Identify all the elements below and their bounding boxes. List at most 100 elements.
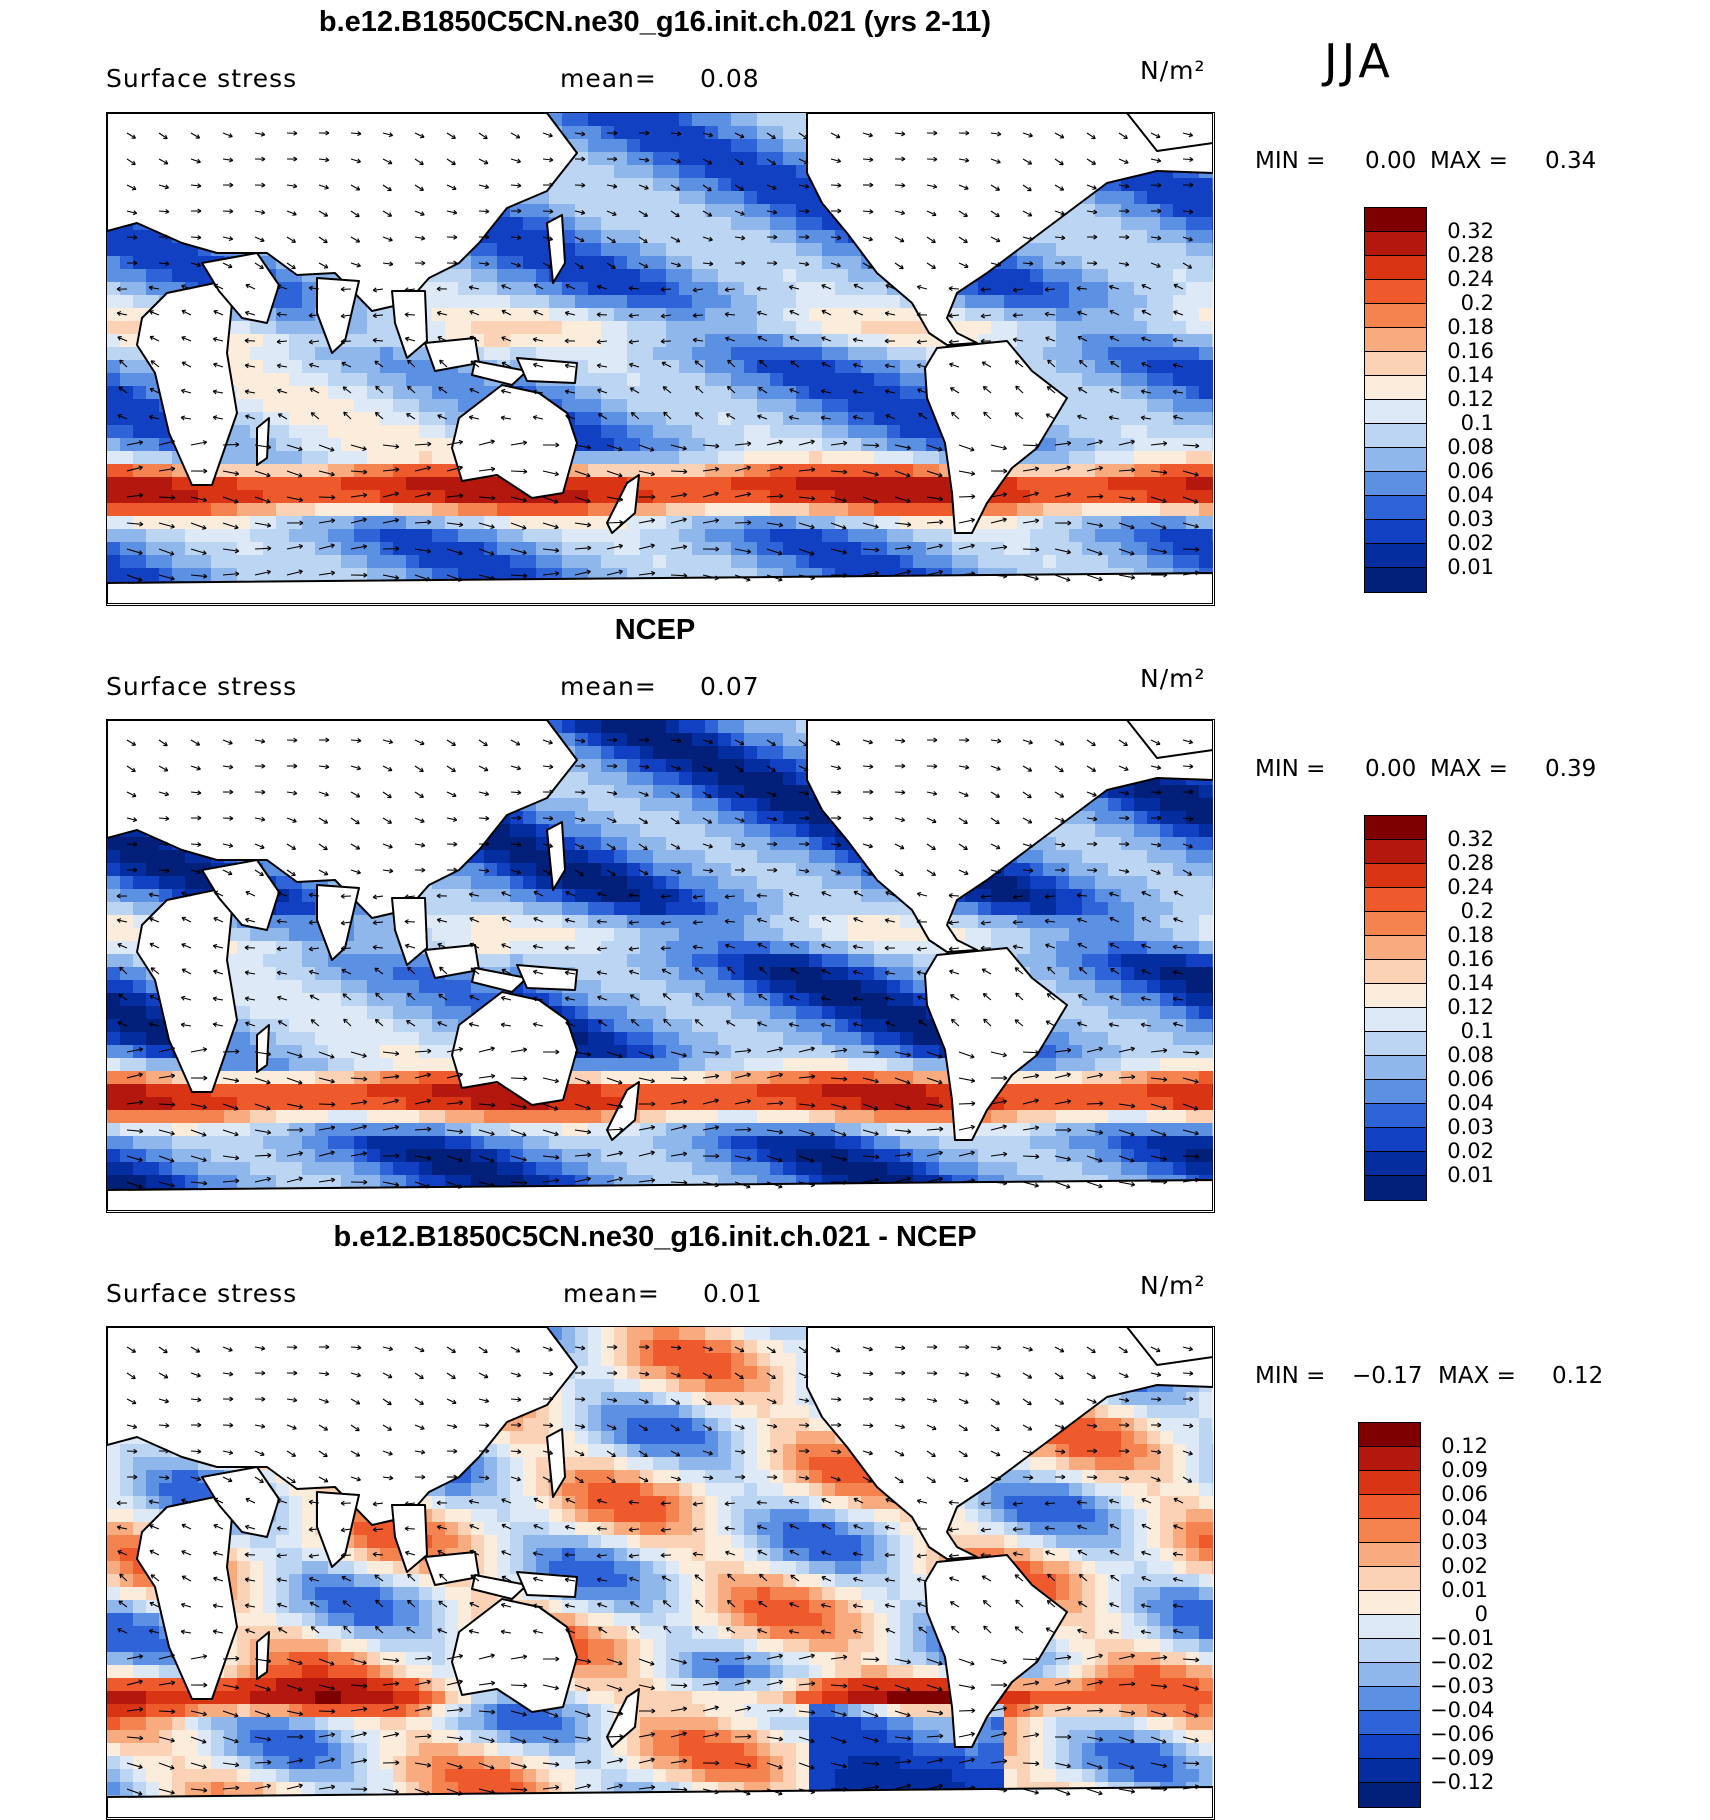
map-cell (666, 425, 680, 439)
wind-vector (662, 386, 672, 394)
wind-vector (638, 130, 650, 136)
wind-vector (532, 415, 544, 421)
map-cell (692, 399, 706, 413)
map-cell (250, 477, 264, 491)
map-cell (744, 759, 758, 773)
map-cell (484, 863, 498, 877)
wind-vector (1045, 413, 1056, 420)
map-cell (1004, 321, 1018, 335)
map-cell (783, 464, 797, 478)
map-cell (380, 555, 394, 569)
map-cell (926, 451, 940, 465)
wind-vector (542, 262, 553, 269)
map-cell (666, 772, 680, 786)
map-cell (1147, 256, 1161, 270)
map-cell (783, 720, 797, 734)
map-cell (744, 126, 758, 140)
map-cell (718, 230, 732, 244)
map-cell (172, 516, 186, 530)
map-cell (848, 451, 862, 465)
map-cell (289, 503, 303, 517)
map-cell (549, 321, 563, 335)
map-cell (913, 425, 927, 439)
map-cell (1108, 282, 1122, 296)
colorbar-tick-label: 0.16 (1447, 339, 1494, 363)
wind-vector (244, 310, 256, 316)
map-cell (822, 516, 836, 530)
map-cell (952, 555, 966, 569)
map-cell (887, 425, 901, 439)
map-cell (380, 360, 394, 374)
map-cell (1199, 863, 1213, 877)
map-cell (354, 399, 368, 413)
wind-vector (286, 130, 298, 136)
map-cell (731, 152, 745, 166)
wind-vector (950, 411, 960, 420)
map-cell (666, 412, 680, 426)
map-cell (341, 490, 355, 504)
map-cell (432, 321, 446, 335)
map-cell (783, 863, 797, 877)
map-cell (1147, 529, 1161, 543)
map-cell (1108, 451, 1122, 465)
map-cell (705, 360, 719, 374)
map-cell (601, 399, 615, 413)
wind-vector (916, 339, 928, 345)
map-cell (601, 720, 615, 734)
map-cell (731, 165, 745, 179)
map-cell (367, 451, 381, 465)
map-cell (757, 772, 771, 786)
map-cell (497, 269, 511, 283)
map-cell (926, 464, 940, 478)
wind-vector (500, 388, 512, 394)
map-cell (653, 503, 667, 517)
wind-vector (382, 184, 392, 192)
map-cell (1004, 503, 1018, 517)
map-cell (120, 464, 134, 478)
map-cell (601, 451, 615, 465)
map-cell (601, 412, 615, 426)
map-cell (510, 568, 524, 582)
map-cell (692, 295, 706, 309)
map-cell (640, 269, 654, 283)
map-cell (900, 438, 914, 452)
map-cell (1212, 412, 1213, 426)
map-cell (536, 256, 550, 270)
map-cell (822, 451, 836, 465)
map-cell (692, 308, 706, 322)
map-cell (1108, 477, 1122, 491)
map-cell (848, 256, 862, 270)
wind-vector (702, 261, 714, 267)
map-cell (861, 412, 875, 426)
map-cell (146, 542, 160, 556)
map-cell (666, 824, 680, 838)
map-cell (744, 425, 758, 439)
map-cell (731, 230, 745, 244)
map-cell (614, 191, 628, 205)
map-cell (926, 477, 940, 491)
map-cell (653, 785, 667, 799)
map-cell (783, 256, 797, 270)
map-cell (757, 347, 771, 361)
map-cell (302, 555, 316, 569)
map-cell (1147, 191, 1161, 205)
map-cell (861, 282, 875, 296)
map-cell (523, 256, 537, 270)
wind-vector (468, 415, 480, 420)
wind-vector (638, 444, 655, 452)
colorbar-tick-label: 0.06 (1447, 459, 1494, 483)
map-cell (731, 850, 745, 864)
map-cell (575, 824, 589, 838)
map-cell (185, 876, 199, 890)
map-cell (627, 464, 641, 478)
map-cell (653, 490, 667, 504)
map-cell (666, 759, 680, 773)
wind-vector (126, 132, 137, 139)
map-cell (939, 555, 953, 569)
wind-vector (478, 495, 496, 501)
map-cell (1212, 464, 1213, 478)
map-cell (1121, 438, 1135, 452)
map-cell (783, 191, 797, 205)
map-cell (224, 464, 238, 478)
wind-vector (1110, 360, 1120, 368)
